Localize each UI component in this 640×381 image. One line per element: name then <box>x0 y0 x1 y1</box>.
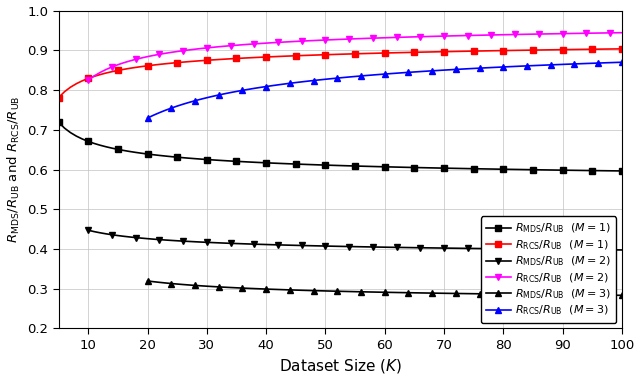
$R_{\mathrm{MDS}}/R_{\mathrm{UB}}$  $(M = 1)$ <box>339 163 347 168</box>
$R_{\mathrm{MDS}}/R_{\mathrm{UB}}$  $(M = 2)$ <box>600 248 608 252</box>
$R_{\mathrm{RCS}}/R_{\mathrm{UB}}$  $(M = 2)$ <box>618 30 626 35</box>
$R_{\mathrm{MDS}}/R_{\mathrm{UB}}$  $(M = 2)$ <box>84 228 92 232</box>
$R_{\mathrm{RCS}}/R_{\mathrm{UB}}$  $(M = 2)$ <box>150 53 157 58</box>
$R_{\mathrm{MDS}}/R_{\mathrm{UB}}$  $(M = 3)$ <box>404 290 412 295</box>
$R_{\mathrm{RCS}}/R_{\mathrm{UB}}$  $(M = 1)$ <box>339 52 347 56</box>
$R_{\mathrm{RCS}}/R_{\mathrm{UB}}$  $(M = 1)$ <box>570 47 578 52</box>
$R_{\mathrm{MDS}}/R_{\mathrm{UB}}$  $(M = 3)$ <box>553 292 561 297</box>
$R_{\mathrm{MDS}}/R_{\mathrm{UB}}$  $(M = 1)$ <box>357 164 365 168</box>
$R_{\mathrm{RCS}}/R_{\mathrm{UB}}$  $(M = 2)$ <box>606 30 614 35</box>
Y-axis label: $R_{\mathrm{MDS}}/R_{\mathrm{UB}}$ and $R_{\mathrm{RCS}}/R_{\mathrm{UB}}$: $R_{\mathrm{MDS}}/R_{\mathrm{UB}}$ and $… <box>6 96 22 243</box>
$R_{\mathrm{MDS}}/R_{\mathrm{UB}}$  $(M = 3)$ <box>529 292 537 297</box>
$R_{\mathrm{RCS}}/R_{\mathrm{UB}}$  $(M = 3)$ <box>493 65 501 70</box>
$R_{\mathrm{MDS}}/R_{\mathrm{UB}}$  $(M = 3)$ <box>570 293 578 297</box>
$R_{\mathrm{MDS}}/R_{\mathrm{UB}}$  $(M = 3)$ <box>440 291 448 296</box>
Legend: $R_{\mathrm{MDS}}/R_{\mathrm{UB}}$  $(M = 1)$, $R_{\mathrm{RCS}}/R_{\mathrm{UB}}: $R_{\mathrm{MDS}}/R_{\mathrm{UB}}$ $(M =… <box>481 216 616 323</box>
Line: $R_{\mathrm{RCS}}/R_{\mathrm{UB}}$  $(M = 3)$: $R_{\mathrm{RCS}}/R_{\mathrm{UB}}$ $(M =… <box>145 59 625 121</box>
$R_{\mathrm{RCS}}/R_{\mathrm{UB}}$  $(M = 2)$ <box>84 78 92 82</box>
$R_{\mathrm{MDS}}/R_{\mathrm{UB}}$  $(M = 3)$ <box>493 292 501 296</box>
$R_{\mathrm{RCS}}/R_{\mathrm{UB}}$  $(M = 1)$ <box>357 51 365 56</box>
$R_{\mathrm{RCS}}/R_{\mathrm{UB}}$  $(M = 3)$ <box>570 62 578 66</box>
$R_{\mathrm{MDS}}/R_{\mathrm{UB}}$  $(M = 2)$ <box>535 247 543 251</box>
$R_{\mathrm{RCS}}/R_{\mathrm{UB}}$  $(M = 3)$ <box>440 68 448 72</box>
$R_{\mathrm{RCS}}/R_{\mathrm{UB}}$  $(M = 2)$ <box>535 32 543 36</box>
Line: $R_{\mathrm{MDS}}/R_{\mathrm{UB}}$  $(M = 1)$: $R_{\mathrm{MDS}}/R_{\mathrm{UB}}$ $(M =… <box>56 119 625 174</box>
$R_{\mathrm{RCS}}/R_{\mathrm{UB}}$  $(M = 3)$ <box>618 60 626 64</box>
$R_{\mathrm{RCS}}/R_{\mathrm{UB}}$  $(M = 2)$ <box>600 31 608 35</box>
Line: $R_{\mathrm{RCS}}/R_{\mathrm{UB}}$  $(M = 1)$: $R_{\mathrm{RCS}}/R_{\mathrm{UB}}$ $(M =… <box>56 46 625 101</box>
$R_{\mathrm{MDS}}/R_{\mathrm{UB}}$  $(M = 1)$ <box>132 150 140 155</box>
$R_{\mathrm{MDS}}/R_{\mathrm{UB}}$  $(M = 1)$ <box>570 168 578 173</box>
$R_{\mathrm{MDS}}/R_{\mathrm{UB}}$  $(M = 1)$ <box>215 158 223 163</box>
$R_{\mathrm{RCS}}/R_{\mathrm{UB}}$  $(M = 3)$ <box>404 70 412 75</box>
$R_{\mathrm{MDS}}/R_{\mathrm{UB}}$  $(M = 1)$ <box>618 169 626 173</box>
$R_{\mathrm{MDS}}/R_{\mathrm{UB}}$  $(M = 2)$ <box>618 248 626 252</box>
Line: $R_{\mathrm{RCS}}/R_{\mathrm{UB}}$  $(M = 2)$: $R_{\mathrm{RCS}}/R_{\mathrm{UB}}$ $(M =… <box>85 30 625 83</box>
$R_{\mathrm{MDS}}/R_{\mathrm{UB}}$  $(M = 2)$ <box>209 240 216 245</box>
$R_{\mathrm{MDS}}/R_{\mathrm{UB}}$  $(M = 3)$ <box>144 279 152 283</box>
$R_{\mathrm{MDS}}/R_{\mathrm{UB}}$  $(M = 1)$ <box>298 162 305 166</box>
$R_{\mathrm{RCS}}/R_{\mathrm{UB}}$  $(M = 3)$ <box>144 116 152 120</box>
$R_{\mathrm{MDS}}/R_{\mathrm{UB}}$  $(M = 3)$ <box>618 293 626 298</box>
$R_{\mathrm{MDS}}/R_{\mathrm{UB}}$  $(M = 2)$ <box>150 237 157 242</box>
$R_{\mathrm{MDS}}/R_{\mathrm{UB}}$  $(M = 2)$ <box>606 248 614 252</box>
Line: $R_{\mathrm{MDS}}/R_{\mathrm{UB}}$  $(M = 2)$: $R_{\mathrm{MDS}}/R_{\mathrm{UB}}$ $(M =… <box>85 227 625 253</box>
$R_{\mathrm{MDS}}/R_{\mathrm{UB}}$  $(M = 2)$ <box>221 241 228 245</box>
$R_{\mathrm{MDS}}/R_{\mathrm{UB}}$  $(M = 1)$ <box>55 120 63 125</box>
$R_{\mathrm{RCS}}/R_{\mathrm{UB}}$  $(M = 3)$ <box>529 63 537 68</box>
$R_{\mathrm{RCS}}/R_{\mathrm{UB}}$  $(M = 2)$ <box>221 44 228 48</box>
$R_{\mathrm{RCS}}/R_{\mathrm{UB}}$  $(M = 1)$ <box>215 57 223 62</box>
X-axis label: Dataset Size $(K)$: Dataset Size $(K)$ <box>278 357 402 375</box>
$R_{\mathrm{RCS}}/R_{\mathrm{UB}}$  $(M = 1)$ <box>618 46 626 51</box>
$R_{\mathrm{RCS}}/R_{\mathrm{UB}}$  $(M = 1)$ <box>298 53 305 58</box>
$R_{\mathrm{RCS}}/R_{\mathrm{UB}}$  $(M = 1)$ <box>55 95 63 100</box>
$R_{\mathrm{RCS}}/R_{\mathrm{UB}}$  $(M = 1)$ <box>132 65 140 70</box>
$R_{\mathrm{RCS}}/R_{\mathrm{UB}}$  $(M = 3)$ <box>553 62 561 67</box>
$R_{\mathrm{RCS}}/R_{\mathrm{UB}}$  $(M = 2)$ <box>209 45 216 50</box>
Line: $R_{\mathrm{MDS}}/R_{\mathrm{UB}}$  $(M = 3)$: $R_{\mathrm{MDS}}/R_{\mathrm{UB}}$ $(M =… <box>145 278 625 298</box>
